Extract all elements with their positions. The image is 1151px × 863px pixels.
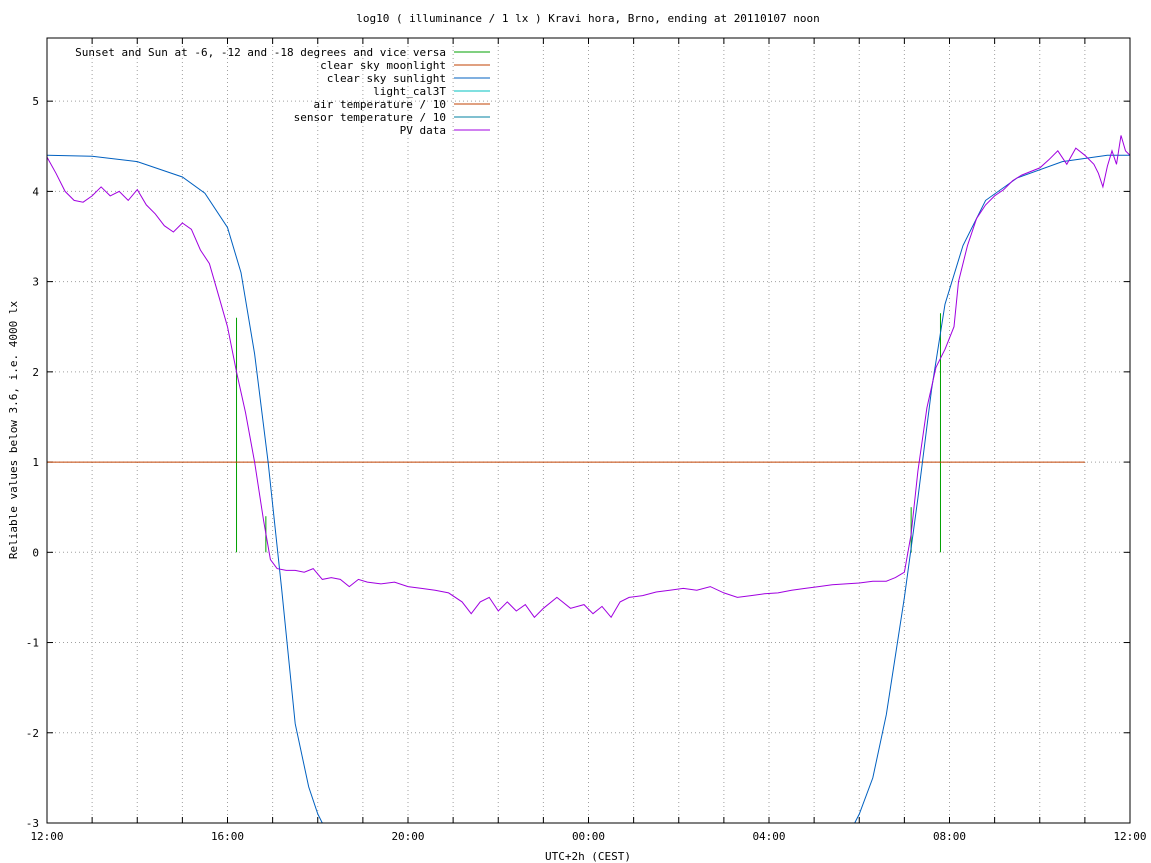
y-tick-label: 5: [32, 95, 39, 108]
y-tick-label: -1: [26, 637, 39, 650]
x-tick-label: 08:00: [933, 830, 966, 843]
x-tick-label: 12:00: [1113, 830, 1146, 843]
x-tick-label: 04:00: [752, 830, 785, 843]
legend-entry-label: clear sky moonlight: [320, 59, 446, 72]
x-tick-label: 20:00: [391, 830, 424, 843]
tick-labels: 12:00 16:00 20:00 00:00 04:00 08:00 12:00-3-2-…: [26, 95, 1147, 843]
legend-entry-label: clear sky sunlight: [327, 72, 446, 85]
chart-title: log10 ( illuminance / 1 lx ) Kravi hora,…: [356, 12, 820, 25]
series-line: [46, 154, 323, 824]
y-tick-label: 0: [32, 546, 39, 559]
x-axis-label: UTC+2h (CEST): [545, 850, 631, 863]
legend-entry-label: sensor temperature / 10: [294, 111, 446, 124]
x-tick-label: 00:00: [572, 830, 605, 843]
plot-frame: [46, 37, 1131, 824]
x-tick-label: 16:00: [211, 830, 244, 843]
y-tick-label: 2: [32, 366, 39, 379]
grid: [46, 38, 1131, 824]
series-layer: [46, 135, 1131, 824]
legend-entry-label: light_cal3T: [373, 85, 446, 98]
legend-entry-label: Sunset and Sun at -6, -12 and -18 degree…: [75, 46, 446, 59]
y-axis-label: Reliable values below 3.6, i.e. 4000 lx: [7, 300, 20, 559]
y-tick-label: 3: [32, 276, 39, 289]
series-line: [46, 135, 1131, 619]
legend-entry-label: PV data: [400, 124, 446, 137]
y-tick-label: 4: [32, 185, 39, 198]
series-line: [854, 154, 1130, 824]
legend: Sunset and Sun at -6, -12 and -18 degree…: [75, 46, 490, 137]
y-tick-label: -3: [26, 817, 39, 830]
legend-entry-label: air temperature / 10: [314, 98, 446, 111]
y-tick-label: -2: [26, 727, 39, 740]
y-tick-label: 1: [32, 456, 39, 469]
x-tick-label: 12:00: [30, 830, 63, 843]
